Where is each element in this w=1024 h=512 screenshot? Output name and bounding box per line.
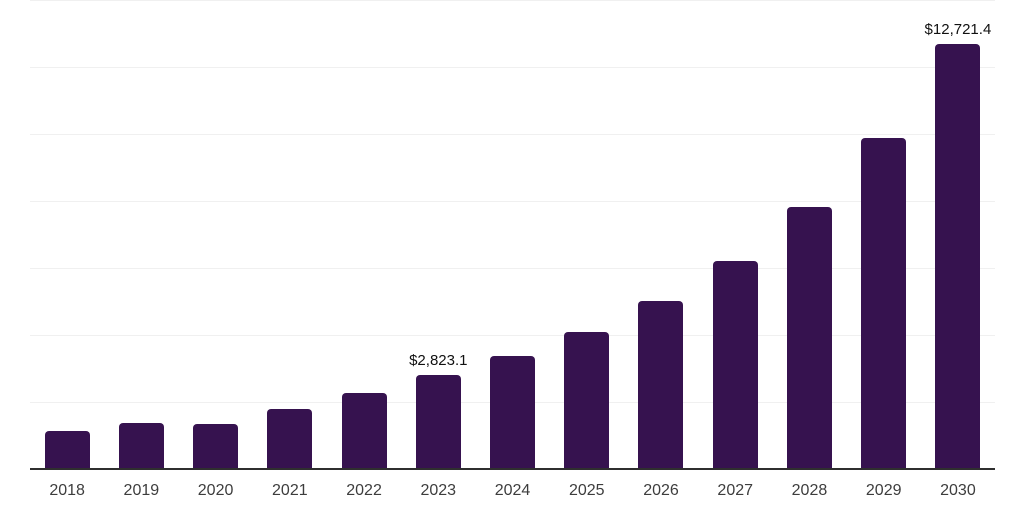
x-tick-label: 2024 [494,482,531,499]
x-tick-label: 2029 [865,482,902,499]
bar-2020 [193,423,239,470]
bar-2029 [861,137,907,470]
bar-2025 [564,332,610,470]
bar-slot: $2,823.1 [401,1,475,470]
bar-2028 [786,207,832,470]
bar-2021 [267,409,313,470]
gridline [30,134,995,135]
bar-2024 [490,356,536,470]
x-tick-label: 2028 [791,482,828,499]
x-tick-label: 2022 [346,482,382,499]
bar-slot [253,1,327,470]
x-tick-label: 2026 [643,482,679,499]
x-axis-line [30,468,995,470]
x-tick-label: 2019 [123,482,160,499]
x-tick-label: 2027 [717,482,754,499]
bar-2019 [118,423,164,470]
bar-slot [327,1,401,470]
x-tick-label: 2030 [940,482,976,499]
bar-2030 [935,43,981,470]
gridline [30,335,995,336]
bar-slot [698,1,772,470]
x-tick-label: 2018 [49,482,85,499]
x-axis-labels: 2018 2019 2020 2021 2022 2023 2024 2025 2026 2027… [30,481,995,501]
x-tick-label: 2025 [568,482,605,499]
plot-area: $2,823.1 $12,721.4 [30,0,995,470]
bar-2027 [712,261,758,470]
bar-slot [178,1,252,470]
gridline [30,67,995,68]
bar-2022 [341,393,387,470]
bar-2023 [415,375,461,470]
bar-slot [30,1,104,470]
bar-slot [624,1,698,470]
bar-slot [847,1,921,470]
bar-slot [475,1,549,470]
x-tick-label: 2020 [197,482,234,499]
gridline [30,268,995,269]
bar-2026 [638,300,684,470]
bar-slot: $12,721.4 [921,1,995,470]
gridline [30,201,995,202]
bar-slot [550,1,624,470]
bar-slot [772,1,846,470]
bar-value-label: $12,721.4 [924,20,992,38]
x-tick-label: 2021 [272,482,308,499]
bar-2018 [44,431,90,470]
x-tick-label: 2023 [420,482,457,499]
gridline [30,0,995,1]
bar-slot [104,1,178,470]
bars: $2,823.1 $12,721.4 [30,1,995,470]
bar-value-label: $2,823.1 [409,352,468,370]
